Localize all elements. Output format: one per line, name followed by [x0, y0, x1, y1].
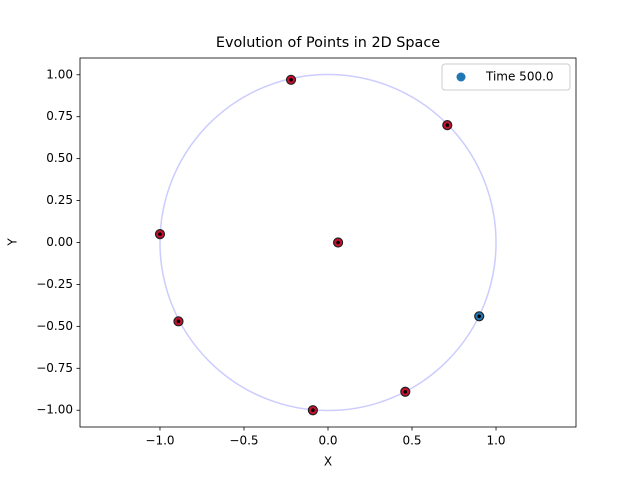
- y-tick-label: 0.25: [46, 193, 73, 207]
- chart-title: Evolution of Points in 2D Space: [216, 35, 440, 51]
- y-tick-label: 0.75: [46, 109, 73, 123]
- point-center: [176, 319, 181, 324]
- reference-circle: [159, 73, 497, 412]
- x-tick-label: 0.0: [318, 434, 337, 448]
- plot-frame: [79, 57, 577, 428]
- point-center: [289, 78, 293, 82]
- x-tick-label: 1.0: [486, 434, 505, 448]
- point-center: [158, 232, 162, 236]
- point-center: [403, 389, 408, 394]
- y-tick-label: −0.75: [36, 361, 73, 375]
- y-tick-label: 1.00: [46, 67, 73, 81]
- x-tick-label: 0.5: [402, 434, 421, 448]
- point-center: [445, 123, 450, 127]
- legend-marker: [456, 72, 466, 82]
- y-tick-label: 0.50: [46, 151, 73, 165]
- y-axis-label: Y: [6, 238, 20, 247]
- legend-label: Time 500.0: [485, 70, 554, 84]
- y-tick-label: −0.50: [36, 319, 73, 333]
- y-tick-label: −0.25: [36, 277, 73, 291]
- x-tick-label: −0.5: [229, 434, 258, 448]
- x-tick-label: −1.0: [145, 434, 174, 448]
- x-axis-label: X: [324, 455, 332, 469]
- point-center: [477, 314, 482, 319]
- point-center: [336, 240, 340, 245]
- y-tick-label: 0.00: [46, 235, 73, 249]
- y-tick-label: −1.00: [36, 403, 73, 417]
- point-center: [311, 408, 315, 413]
- legend-box: [441, 63, 571, 91]
